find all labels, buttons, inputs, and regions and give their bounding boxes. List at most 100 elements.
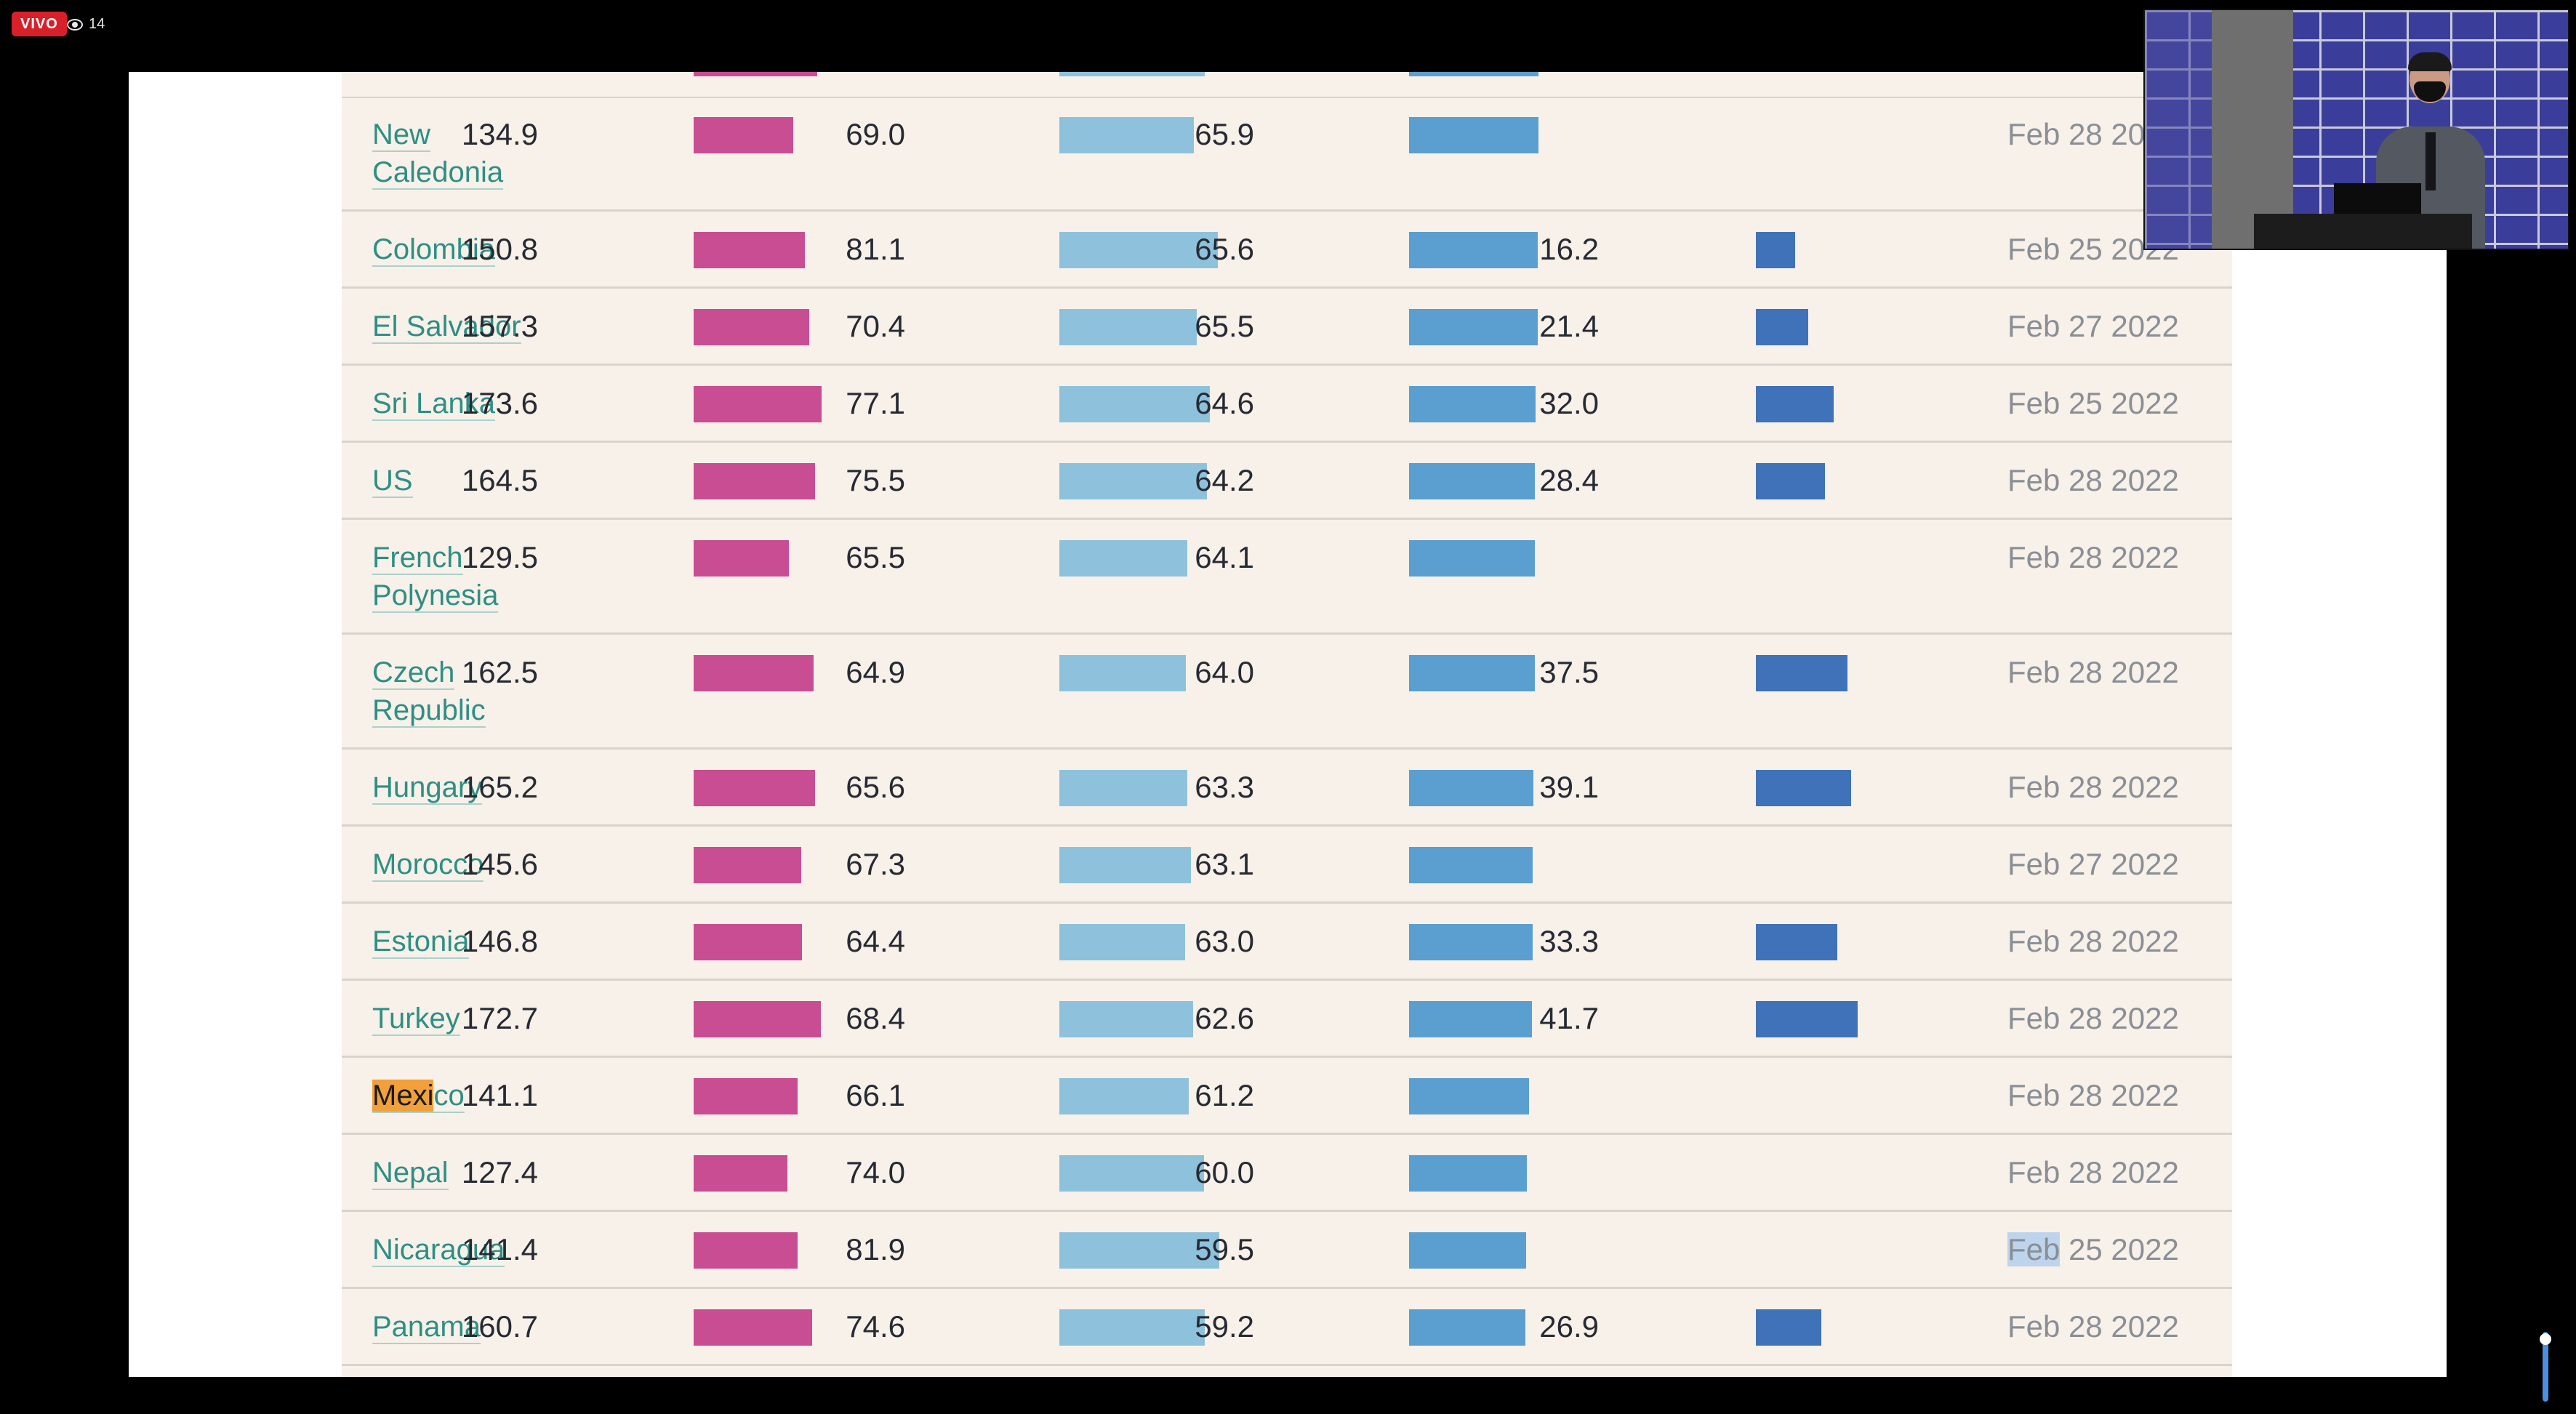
doses-value: 141.1 <box>461 1078 538 1112</box>
first-dose-value: 74.0 <box>846 1155 905 1189</box>
date-value: Feb 25 2022 <box>2007 386 2179 420</box>
country-link[interactable]: Panama <box>372 1311 481 1344</box>
country-link[interactable]: Sri Lanka <box>372 387 495 421</box>
first-dose-value: 67.3 <box>846 847 905 881</box>
doses-bar <box>694 386 822 422</box>
fully-vaccinated-value: 62.6 <box>1195 1001 1254 1035</box>
viewer-count: 14 <box>67 12 105 36</box>
doses-value: 145.6 <box>461 847 538 881</box>
date-value: Feb 28 2022 <box>2007 463 2179 497</box>
fully-vaccinated-bar <box>1409 386 1536 422</box>
date-value: Feb 28 2022 <box>2007 1309 2179 1343</box>
country-link[interactable]: Nepal <box>372 1157 449 1190</box>
webcam-feed <box>2143 9 2569 250</box>
first-dose-value: 81.1 <box>846 232 905 266</box>
fully-vaccinated-value: 65.5 <box>1195 309 1254 343</box>
fully-vaccinated-value: 63.0 <box>1195 924 1254 958</box>
country-link[interactable]: Colombia <box>372 233 495 267</box>
table-row: Mexico 141.1 66.1 61.2 Feb 28 2022 <box>342 1058 2232 1135</box>
country-link[interactable]: French Polynesia <box>372 542 499 613</box>
date-value: Feb 28 2022 <box>2007 770 2179 804</box>
vaccination-table: New Caledonia 134.9 69.0 65.9 Feb 28 2022 Col… <box>342 72 2232 1377</box>
partial-bar <box>1059 72 1205 76</box>
first-dose-bar <box>1059 770 1187 806</box>
booster-bar <box>1756 386 1834 422</box>
fully-vaccinated-value: 64.0 <box>1195 655 1254 689</box>
country-link[interactable]: US <box>372 465 413 498</box>
country-link[interactable]: Mexico <box>372 1080 465 1113</box>
first-dose-value: 65.5 <box>846 540 905 574</box>
viewer-count-value: 14 <box>89 16 105 32</box>
fully-vaccinated-bar <box>1409 1309 1525 1346</box>
booster-value: 28.4 <box>1539 463 1599 497</box>
first-dose-value: 74.6 <box>846 1309 905 1343</box>
date-value: Feb 28 2022 <box>2007 1155 2179 1189</box>
table-row: Estonia 146.8 64.4 63.0 33.3 Feb 28 2022 <box>342 904 2232 981</box>
fully-vaccinated-bar <box>1409 540 1535 577</box>
country-link[interactable]: El Salvador <box>372 310 521 344</box>
first-dose-value: 70.4 <box>846 309 905 343</box>
doses-bar <box>694 1001 821 1037</box>
first-dose-bar <box>1059 655 1186 691</box>
country-link[interactable]: Hungary <box>372 771 483 805</box>
fully-vaccinated-value: 63.1 <box>1195 847 1254 881</box>
country-link[interactable]: Czech Republic <box>372 656 486 728</box>
first-dose-bar <box>1059 540 1187 577</box>
country-link[interactable]: Nicaragua <box>372 1234 505 1267</box>
first-dose-bar <box>1059 1309 1205 1346</box>
fully-vaccinated-bar <box>1409 655 1535 691</box>
first-dose-value: 66.1 <box>846 1078 905 1112</box>
podium <box>2254 214 2472 249</box>
country-link[interactable]: New Caledonia <box>372 118 504 190</box>
fully-vaccinated-value: 64.2 <box>1195 463 1254 497</box>
table-row: Nicaragua 141.4 81.9 59.5 Feb 25 2022 <box>342 1212 2232 1289</box>
doses-bar <box>694 463 815 499</box>
scroll-indicator[interactable] <box>2543 1332 2548 1402</box>
booster-bar <box>1756 1309 1821 1346</box>
doses-value: 150.8 <box>461 232 538 266</box>
fully-vaccinated-value: 59.5 <box>1195 1232 1254 1266</box>
date-value: Feb 28 2022 <box>2007 540 2179 574</box>
doses-value: 162.5 <box>461 655 538 689</box>
fully-vaccinated-value: 65.6 <box>1195 232 1254 266</box>
doses-value: 141.4 <box>461 1232 538 1266</box>
table-row: Sri Lanka 173.6 77.1 64.6 32.0 Feb 25 2022 <box>342 366 2232 443</box>
first-dose-bar <box>1059 1155 1204 1192</box>
date-value: Feb 28 2022 <box>2007 655 2179 689</box>
first-dose-bar <box>1059 1001 1193 1037</box>
booster-value: 41.7 <box>1539 1001 1599 1035</box>
doses-bar <box>694 1078 798 1114</box>
country-link[interactable]: Turkey <box>372 1003 460 1036</box>
table-row: Nepal 127.4 74.0 60.0 Feb 28 2022 <box>342 1135 2232 1212</box>
table-row: US 164.5 75.5 64.2 28.4 Feb 28 2022 <box>342 443 2232 520</box>
first-dose-value: 75.5 <box>846 463 905 497</box>
fully-vaccinated-bar <box>1409 117 1538 153</box>
first-dose-bar <box>1059 847 1191 883</box>
booster-value: 21.4 <box>1539 309 1599 343</box>
first-dose-bar <box>1059 1078 1189 1114</box>
eye-icon <box>67 18 83 31</box>
wall-shadow <box>2145 10 2212 249</box>
doses-value: 134.9 <box>461 117 538 151</box>
country-link[interactable]: Morocco <box>372 848 484 882</box>
partial-bar <box>1409 72 1538 76</box>
partial-bar <box>694 72 817 76</box>
table-row: New Caledonia 134.9 69.0 65.9 Feb 28 2022 <box>342 97 2232 212</box>
fully-vaccinated-value: 64.6 <box>1195 386 1254 420</box>
date-value: Feb 28 2022 <box>2007 1078 2179 1112</box>
fully-vaccinated-bar <box>1409 770 1533 806</box>
fully-vaccinated-bar <box>1409 1001 1532 1037</box>
first-dose-value: 69.0 <box>846 117 905 151</box>
first-dose-bar <box>1059 386 1210 422</box>
country-link[interactable]: Estonia <box>372 925 470 959</box>
table-row: Turkey 172.7 68.4 62.6 41.7 Feb 28 2022 <box>342 981 2232 1058</box>
doses-bar <box>694 1232 798 1269</box>
fully-vaccinated-bar <box>1409 463 1535 499</box>
first-dose-bar <box>1059 924 1185 960</box>
date-value: Feb 27 2022 <box>2007 847 2179 881</box>
table-row: French Polynesia 129.5 65.5 64.1 Feb 28 2022 <box>342 520 2232 635</box>
scroll-handle[interactable] <box>2540 1333 2551 1345</box>
date-value: Feb 28 2022 <box>2007 924 2179 958</box>
doses-value: 127.4 <box>461 1155 538 1189</box>
partial-row <box>342 72 2232 98</box>
